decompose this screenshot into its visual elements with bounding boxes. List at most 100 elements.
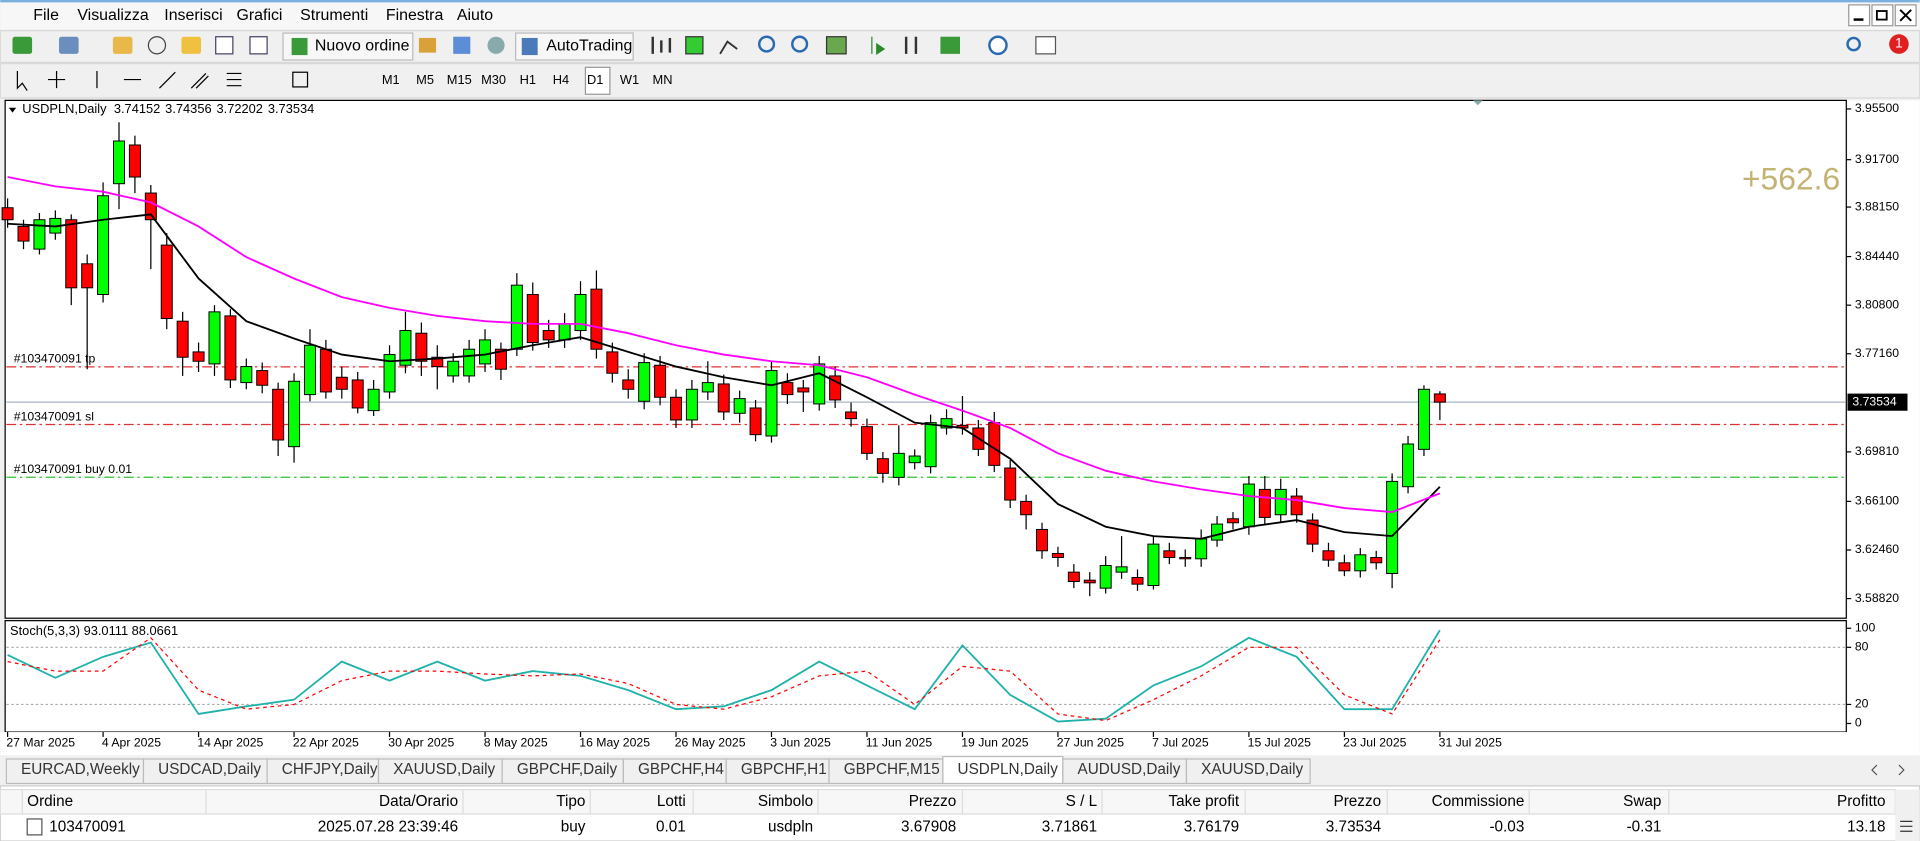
tab-label[interactable]: AUDUSD,Daily bbox=[1078, 761, 1181, 778]
tab-label[interactable]: EURCAD,Weekly bbox=[21, 761, 140, 778]
column-header[interactable]: Commissione bbox=[1432, 793, 1525, 810]
icon[interactable] bbox=[249, 36, 268, 55]
candle-body bbox=[988, 422, 1001, 466]
tab-label[interactable]: GBPCHF,H4 bbox=[638, 761, 724, 778]
tab[interactable] bbox=[1062, 758, 1188, 785]
candle-body bbox=[1004, 467, 1017, 501]
timeframe[interactable]: M5 bbox=[416, 72, 434, 87]
icon[interactable] bbox=[147, 36, 167, 55]
column-header[interactable]: Prezzo bbox=[1334, 793, 1382, 810]
restore-button[interactable] bbox=[1871, 4, 1894, 27]
notification-badge[interactable] bbox=[1889, 34, 1909, 54]
autotrading-label[interactable]: AutoTrading bbox=[546, 38, 632, 55]
icon[interactable] bbox=[758, 35, 776, 53]
tab[interactable] bbox=[828, 758, 944, 785]
column-header[interactable]: Profitto bbox=[1837, 793, 1885, 810]
column-header[interactable]: Data/Orario bbox=[379, 793, 458, 810]
icon[interactable] bbox=[719, 40, 738, 55]
menu-icon[interactable] bbox=[1900, 820, 1913, 832]
icon[interactable] bbox=[215, 36, 234, 55]
timeframe[interactable]: D1 bbox=[587, 72, 603, 87]
timeframe[interactable]: W1 bbox=[620, 72, 639, 87]
table-cell: usdpln bbox=[768, 819, 813, 836]
timeframe[interactable]: MN bbox=[653, 72, 673, 87]
search-icon[interactable] bbox=[1846, 36, 1861, 52]
menu-item[interactable]: Inserisci bbox=[164, 7, 222, 24]
tab[interactable] bbox=[377, 758, 503, 785]
timeframe[interactable]: H1 bbox=[520, 72, 536, 87]
icon[interactable] bbox=[190, 73, 209, 89]
tab[interactable] bbox=[266, 758, 380, 785]
icon[interactable] bbox=[112, 36, 133, 54]
candle-body bbox=[1242, 483, 1255, 528]
column-header[interactable]: Tipo bbox=[556, 793, 585, 810]
icon[interactable] bbox=[158, 71, 176, 89]
icon[interactable] bbox=[791, 35, 809, 53]
menu-item[interactable]: Aiuto bbox=[457, 7, 493, 24]
tab[interactable] bbox=[142, 758, 268, 785]
icon[interactable] bbox=[47, 71, 66, 89]
tab[interactable] bbox=[501, 758, 624, 785]
column-header[interactable]: Simbolo bbox=[758, 793, 813, 810]
icon[interactable] bbox=[940, 36, 960, 54]
tab[interactable] bbox=[942, 755, 1064, 785]
content: File Visualizza Inserisci Grafici Strumenti F… bbox=[1, 7, 1908, 836]
tab-label[interactable]: GBPCHF,Daily bbox=[517, 761, 618, 778]
icon[interactable] bbox=[181, 36, 202, 54]
icon[interactable] bbox=[292, 71, 309, 88]
icon[interactable] bbox=[1035, 36, 1057, 55]
timeframe[interactable]: H4 bbox=[553, 72, 569, 87]
column-header[interactable]: S / L bbox=[1066, 793, 1097, 810]
icon[interactable] bbox=[487, 36, 505, 54]
candle-body bbox=[97, 195, 110, 295]
y-tick-label: 3.58820 bbox=[1855, 591, 1899, 605]
tab-label[interactable]: XAUUSD,Daily bbox=[1201, 761, 1303, 778]
icon[interactable] bbox=[16, 71, 28, 91]
tab-label[interactable]: CHFJPY,Daily bbox=[282, 761, 378, 778]
icon[interactable] bbox=[12, 36, 33, 54]
tab[interactable] bbox=[5, 758, 145, 785]
y-tick-label: 100 bbox=[1855, 621, 1876, 635]
icon[interactable] bbox=[825, 36, 847, 55]
timeframe[interactable]: M30 bbox=[481, 72, 506, 87]
icon[interactable] bbox=[226, 72, 242, 87]
icon[interactable] bbox=[904, 36, 918, 54]
x-tick-label: 27 Mar 2025 bbox=[6, 735, 75, 749]
icon[interactable] bbox=[988, 35, 1008, 56]
candle-body bbox=[33, 219, 46, 250]
tab[interactable] bbox=[725, 758, 830, 785]
column-header[interactable]: Take profit bbox=[1169, 793, 1240, 810]
column-header[interactable]: Prezzo bbox=[909, 793, 957, 810]
icon[interactable] bbox=[418, 37, 437, 53]
tab-label[interactable]: USDPLN,Daily bbox=[958, 761, 1059, 778]
menu-item[interactable]: Finestra bbox=[386, 7, 444, 24]
tab-label[interactable]: USDCAD,Daily bbox=[158, 761, 261, 778]
menu-item[interactable]: Strumenti bbox=[300, 7, 368, 24]
menu-item[interactable]: File bbox=[33, 7, 59, 24]
column-header[interactable]: Lotti bbox=[657, 793, 686, 810]
column-header[interactable]: Ordine bbox=[27, 793, 73, 810]
menu-item[interactable]: Visualizza bbox=[77, 7, 148, 24]
table-cell: buy bbox=[561, 819, 586, 836]
table-cell: -0.03 bbox=[1489, 819, 1524, 836]
tab-label[interactable]: XAUUSD,Daily bbox=[393, 761, 495, 778]
column-header[interactable]: Swap bbox=[1623, 793, 1661, 810]
tab-scroll[interactable] bbox=[1871, 764, 1905, 776]
menu-item[interactable]: Grafici bbox=[237, 7, 283, 24]
time-axis bbox=[0, 732, 1848, 756]
tab[interactable] bbox=[622, 758, 727, 785]
notification-count[interactable]: 1 bbox=[1895, 36, 1902, 51]
candle-body bbox=[1433, 393, 1446, 403]
minimize-button[interactable] bbox=[1848, 4, 1871, 27]
icon[interactable] bbox=[59, 36, 79, 54]
tab[interactable] bbox=[1185, 758, 1311, 785]
tab-label[interactable]: GBPCHF,M15 bbox=[844, 761, 940, 778]
timeframe[interactable]: M15 bbox=[447, 72, 472, 87]
icon[interactable] bbox=[453, 36, 471, 54]
timeframe[interactable]: M1 bbox=[382, 72, 400, 87]
icon[interactable] bbox=[651, 36, 672, 54]
new-order-label[interactable]: Nuovo ordine bbox=[315, 38, 410, 55]
icon[interactable] bbox=[871, 36, 886, 56]
icon[interactable] bbox=[685, 36, 704, 55]
tab-label[interactable]: GBPCHF,H1 bbox=[741, 761, 827, 778]
